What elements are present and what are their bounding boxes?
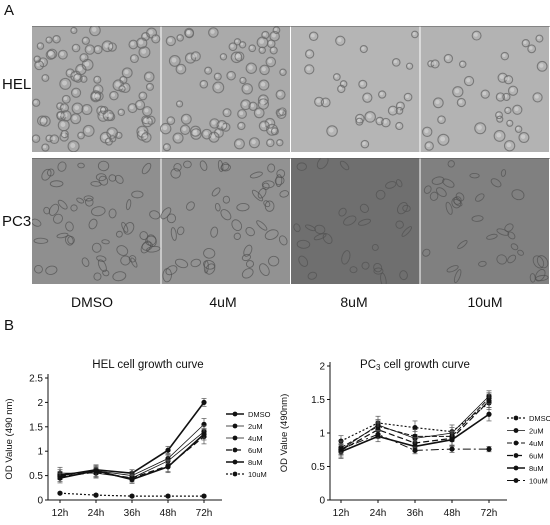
- point-DMSO-0: [412, 425, 418, 431]
- micrograph-hel-2: [159, 26, 290, 152]
- series-10uM: [57, 490, 207, 499]
- legend-label-10uM: 10uM: [248, 470, 267, 479]
- series-8uM: [57, 427, 207, 484]
- legend-label-6uM: 6uM: [248, 446, 263, 455]
- pc3-micrograph-strip: [32, 158, 550, 284]
- legend-label-6uM: 6uM: [529, 452, 544, 461]
- y-tick-label: 2: [37, 398, 43, 409]
- legend-label-2uM: 2uM: [248, 422, 263, 431]
- column-label-dmso: DMSO: [71, 294, 113, 310]
- point-8uM-4: [165, 464, 171, 470]
- point-8uM-4: [129, 476, 135, 483]
- point-8uM-4: [201, 431, 207, 437]
- y-tick-label: 1.5: [311, 395, 325, 406]
- x-tick-label: 48h: [160, 508, 177, 519]
- point-DMSO-0: [165, 447, 171, 453]
- column-label-10um: 10uM: [467, 294, 503, 310]
- legend-label-DMSO: DMSO: [529, 414, 550, 423]
- y-tick-label: 0.5: [311, 462, 325, 473]
- x-tick-label: 12h: [52, 508, 69, 519]
- point-10uM-5: [57, 490, 63, 496]
- x-tick-label: 48h: [444, 508, 461, 519]
- point-8uM-4: [486, 411, 492, 417]
- y-tick-label: 0: [37, 496, 43, 507]
- point-6uM-3: [486, 398, 492, 404]
- micrograph-pc3-1: [32, 158, 161, 284]
- y-tick-label: 2: [319, 362, 325, 373]
- point-10uM-5: [412, 447, 418, 454]
- legend-label-4uM: 4uM: [529, 439, 544, 448]
- legend-label-2uM: 2uM: [529, 427, 544, 436]
- micrograph-hel-1: [32, 26, 161, 152]
- point-10uM-5: [486, 446, 492, 452]
- series-10uM: [338, 429, 492, 455]
- hel-micrograph-strip: [32, 26, 550, 152]
- point-10uM-5: [449, 446, 455, 452]
- point-10uM-5: [338, 446, 344, 452]
- series-line-DMSO: [59, 401, 205, 477]
- y-tick-label: 2.5: [29, 374, 43, 385]
- point-10uM-5: [129, 493, 135, 499]
- x-tick-label: 24h: [88, 508, 105, 519]
- point-10uM-5: [93, 492, 99, 498]
- pc3-growth-chart: PC3 cell growth curve OD Value (490nm) 0 0.…: [279, 359, 550, 519]
- point-10uM-5: [165, 493, 171, 499]
- legend-label-10uM: 10uM: [529, 477, 548, 486]
- point-8uM-4: [449, 437, 455, 443]
- x-tick-label: 24h: [370, 508, 387, 519]
- point-10uM-5: [375, 431, 381, 437]
- hel-growth-chart: HEL cell growth curve OD Value (490 nm) 0 0…: [4, 359, 271, 519]
- y-axis-label: OD Value (490nm): [279, 394, 290, 473]
- row-label-hel: HEL: [2, 76, 32, 93]
- legend-label-8uM: 8uM: [529, 464, 544, 473]
- x-tick-label: 12h: [333, 508, 350, 519]
- micrograph-hel-3: [291, 26, 420, 152]
- x-tick-label: 72h: [481, 508, 498, 519]
- y-axis-label: OD Value (490 nm): [4, 398, 15, 479]
- micrograph-hel-4: [420, 26, 549, 152]
- x-tick-label: 36h: [124, 508, 141, 519]
- x-tick-label: 72h: [196, 508, 213, 519]
- y-tick-label: 0.5: [29, 471, 43, 482]
- micrograph-pc3-3: [291, 158, 420, 284]
- panel-label-b: B: [4, 317, 15, 334]
- column-label-4um: 4uM: [209, 294, 237, 310]
- chart-title: HEL cell growth curve: [92, 359, 203, 371]
- y-tick-label: 1.5: [29, 422, 43, 433]
- legend-label-8uM: 8uM: [248, 458, 263, 467]
- y-tick-label: 1: [319, 429, 325, 440]
- series-DMSO: [57, 398, 207, 480]
- y-tick-label: 1: [37, 447, 43, 458]
- x-tick-label: 36h: [407, 508, 424, 519]
- point-8uM-4: [412, 443, 418, 449]
- legend-label-DMSO: DMSO: [248, 410, 271, 419]
- column-label-8um: 8uM: [340, 294, 368, 310]
- micrograph-pc3-4: [420, 158, 549, 284]
- panel-label-a: A: [4, 2, 15, 19]
- row-label-pc3: PC3: [2, 213, 32, 230]
- point-8uM-4: [93, 468, 99, 474]
- point-8uM-4: [57, 475, 63, 481]
- chart-title: PC3 cell growth curve: [360, 359, 470, 372]
- point-10uM-5: [201, 493, 207, 499]
- legend-label-4uM: 4uM: [248, 434, 263, 443]
- point-DMSO-0: [201, 399, 207, 405]
- y-tick-label: 0: [319, 496, 325, 507]
- micrograph-pc3-2: [160, 158, 290, 284]
